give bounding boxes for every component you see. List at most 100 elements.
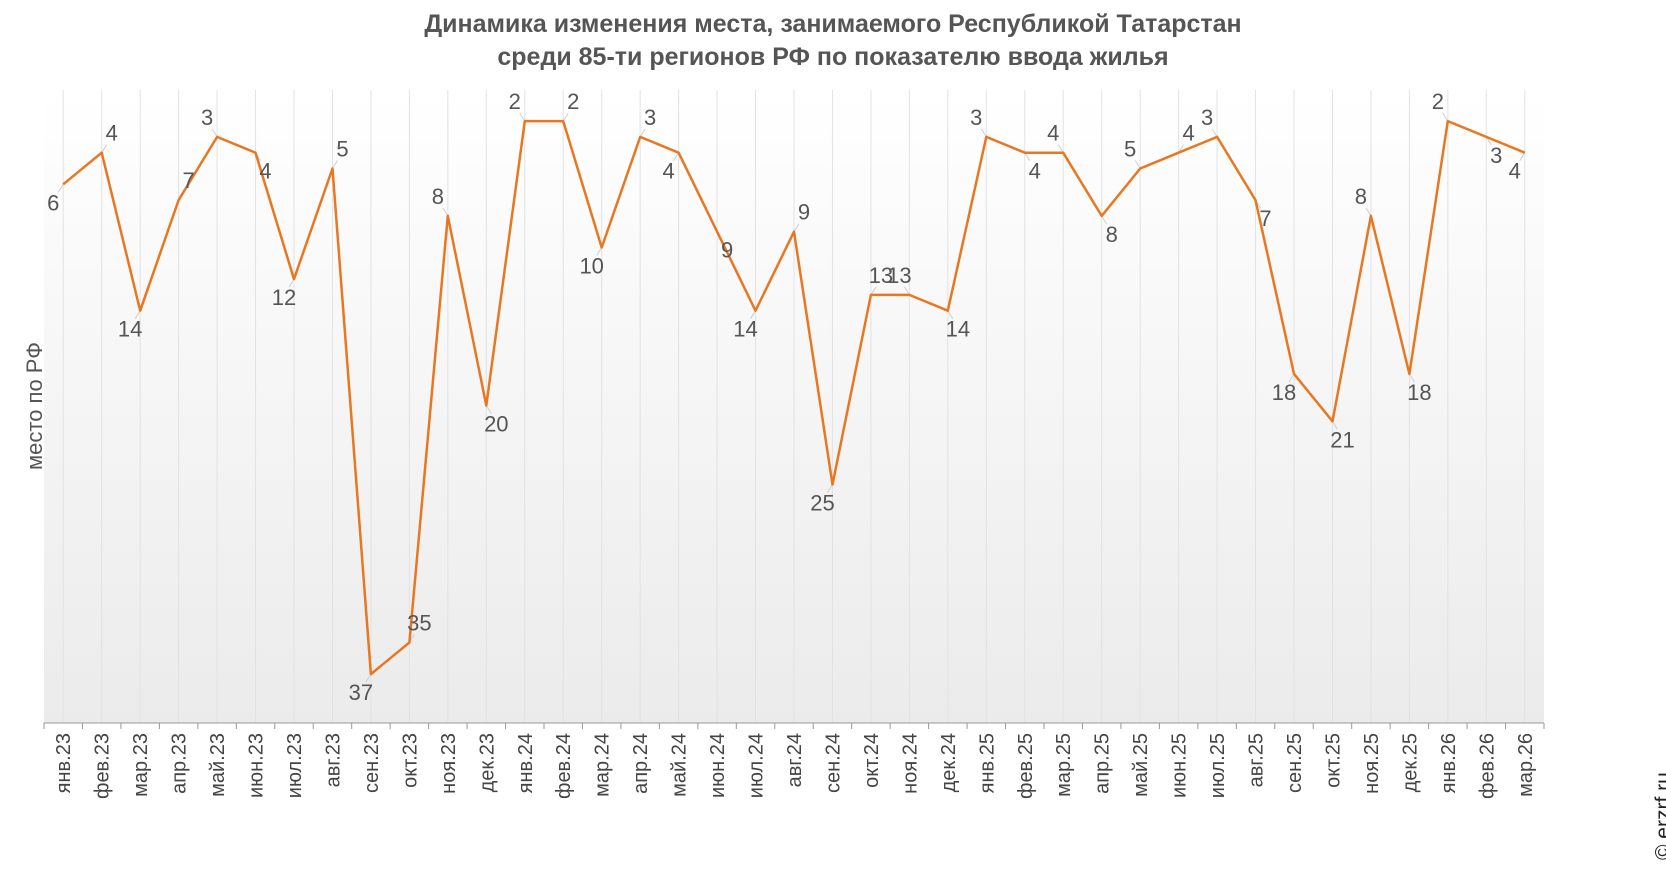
data-label: 18 [1407,380,1431,405]
label-connector [485,405,492,414]
chart-title-line2: среди 85-ти регионов РФ по показателю вв… [497,43,1169,71]
data-label: 4 [259,159,271,184]
label-connector [947,310,954,319]
data-label: 4 [106,121,118,146]
data-label: 9 [798,200,810,225]
label-connector [57,184,64,193]
x-tick-label: мар.25 [1053,733,1075,797]
data-label: 8 [1106,222,1118,247]
x-tick-label: мар.23 [130,733,152,797]
x-tick-label: апр.24 [630,733,652,794]
data-label: 10 [579,254,603,279]
x-tick-label: май.24 [669,733,691,797]
label-connector [1288,373,1295,383]
data-label: 7 [182,168,194,193]
label-connector [1101,215,1108,225]
data-label: 14 [118,317,142,342]
chart-title: Динамика изменения места, занимаемого Ре… [0,8,1666,74]
x-tick-label: сен.25 [1284,733,1306,793]
x-tick-label: фев.24 [553,733,575,799]
data-label: 5 [336,137,348,162]
data-label: 9 [721,238,733,263]
label-connector [750,310,756,319]
x-tick-label: дек.25 [1399,733,1421,792]
label-connector [134,310,141,319]
data-label: 4 [662,159,674,184]
data-label: 3 [970,105,982,130]
x-tick-label: апр.23 [169,733,191,794]
label-connector [288,278,295,288]
x-tick-label: окт.23 [399,733,421,788]
x-tick-label: окт.25 [1322,733,1344,788]
x-tick-label: май.25 [1130,733,1152,797]
series-line [62,119,1526,676]
data-label: 13 [887,263,911,288]
x-tick-label: авг.25 [1246,733,1268,787]
x-tick-label: июн.23 [246,733,268,798]
x-tick-label: сен.24 [822,733,844,793]
label-connector [1057,144,1064,153]
x-tick-label: фев.25 [1015,733,1037,799]
x-tick-label: фев.26 [1476,733,1498,799]
label-connector [562,112,569,122]
x-tick-label: авг.24 [784,733,806,787]
label-connector [1442,112,1449,122]
data-label: 3 [1490,143,1502,168]
label-connector [1408,373,1415,383]
data-label: 13 [869,263,893,288]
label-connector [1519,152,1526,161]
label-connector [1332,421,1338,430]
x-tick-label: окт.24 [861,733,883,788]
data-label: 3 [1201,105,1213,130]
data-label: 14 [946,317,970,342]
x-tick-label: ноя.25 [1361,733,1383,794]
x-tick-label: мар.24 [592,733,614,797]
data-label: 5 [1124,137,1136,162]
x-tick-label: янв.23 [53,733,75,793]
data-label: 8 [432,184,444,209]
data-label: 2 [1432,89,1444,114]
label-connector [519,112,526,122]
x-tick-label: дек.23 [476,733,498,792]
label-connector [1024,152,1031,161]
x-tick-label: мар.26 [1515,733,1537,797]
data-label-connectors [57,112,1526,683]
data-label: 35 [407,611,431,636]
x-axis-ticks [43,723,1545,729]
label-connector [827,484,833,493]
x-tick-label: июн.25 [1169,733,1191,798]
x-tick-label: июл.23 [284,733,306,798]
label-connector [211,128,218,138]
label-connector [639,128,646,138]
data-label: 2 [509,89,521,114]
label-connector [332,160,338,169]
data-label: 14 [733,317,757,342]
data-label: 21 [1330,427,1354,452]
x-tick-label: ноя.23 [438,733,460,794]
x-tick-label: май.23 [207,733,229,797]
data-label: 18 [1272,380,1296,405]
chart-title-line1: Динамика изменения места, занимаемого Ре… [424,10,1242,38]
data-label: 4 [1047,121,1059,146]
data-label: 6 [47,190,59,215]
label-connector [1211,128,1218,138]
x-tick-label: янв.24 [515,733,537,793]
data-label: 4 [1029,159,1041,184]
x-tick-label: ноя.24 [899,733,921,794]
data-label: 2 [567,89,579,114]
label-connector [101,144,108,153]
x-tick-label: июн.24 [707,733,729,798]
x-tick-label: июл.25 [1207,733,1229,798]
x-tick-label: дек.24 [938,733,960,792]
data-label: 7 [1259,206,1271,231]
label-connector [870,286,877,296]
grid-lines [62,90,1526,723]
label-connector [1365,207,1372,217]
label-connector [442,207,449,217]
data-label: 4 [1509,159,1521,184]
data-label: 3 [644,105,656,130]
x-tick-label: авг.23 [322,733,344,787]
label-connector [903,286,910,296]
